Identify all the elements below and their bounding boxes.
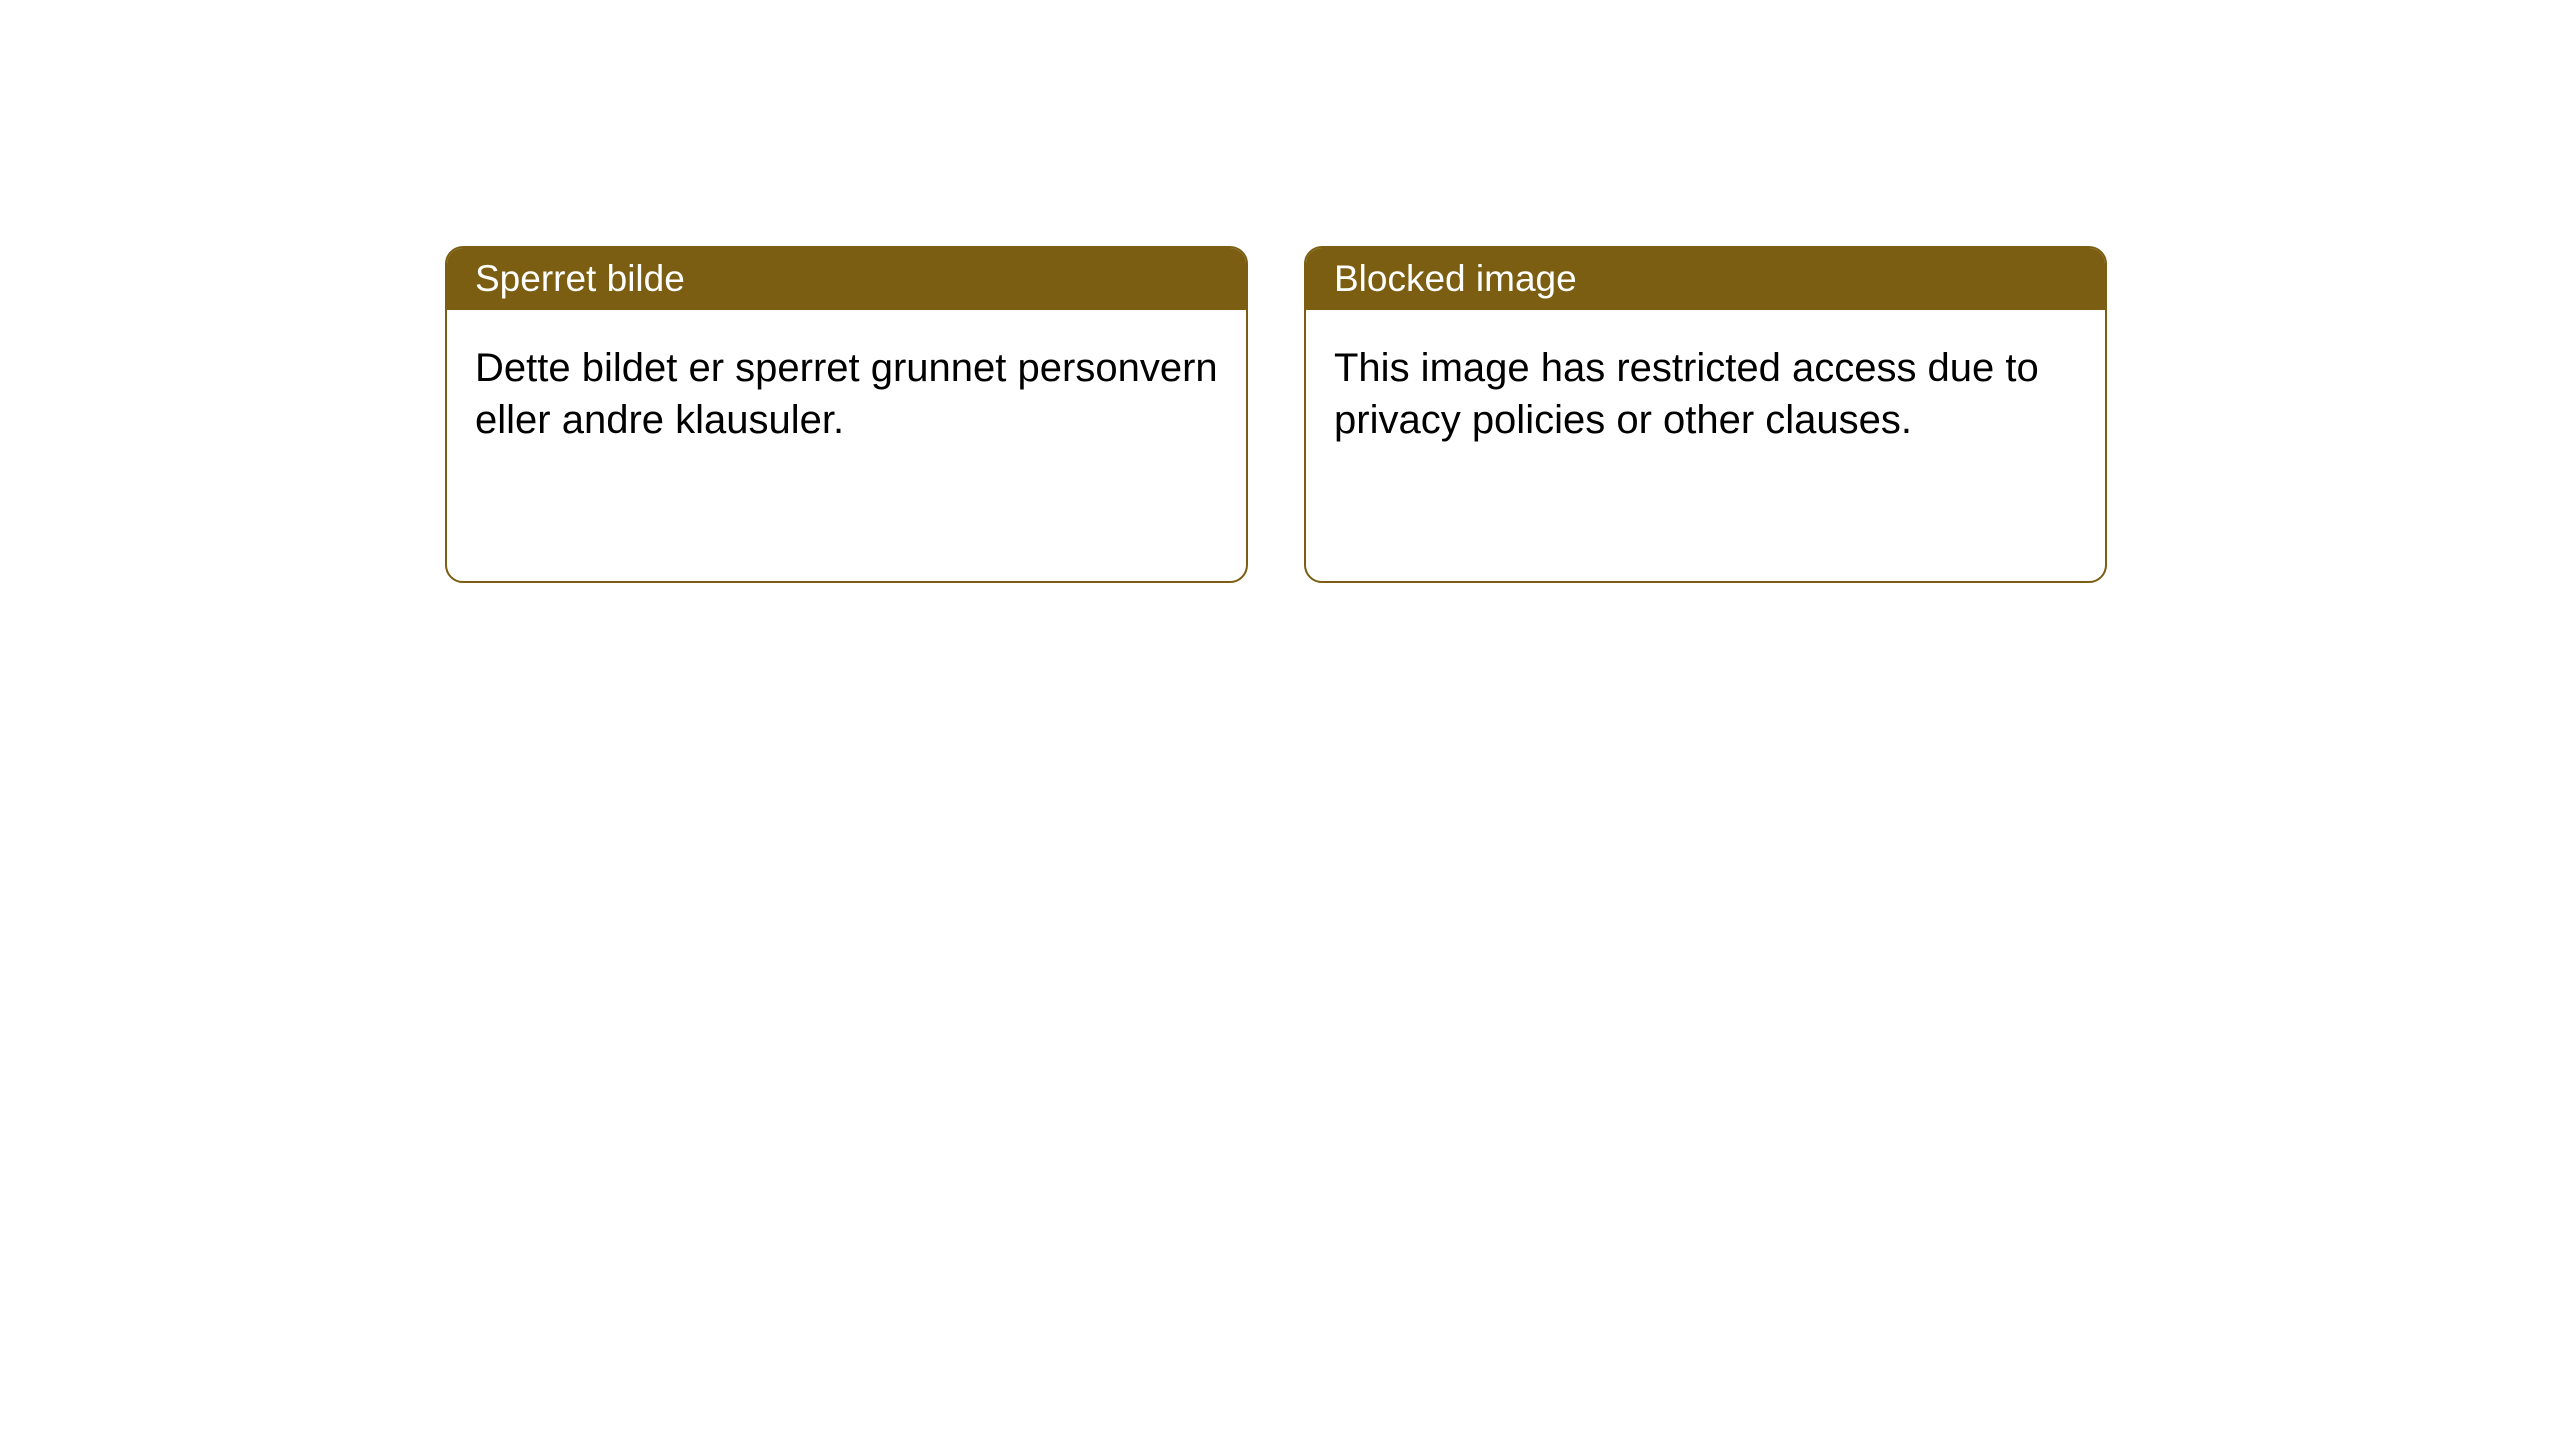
card-header: Sperret bilde xyxy=(447,248,1246,310)
card-title: Blocked image xyxy=(1334,258,1577,299)
card-body-text: This image has restricted access due to … xyxy=(1334,346,2039,442)
card-body: This image has restricted access due to … xyxy=(1306,310,2105,478)
card-title: Sperret bilde xyxy=(475,258,685,299)
card-body: Dette bildet er sperret grunnet personve… xyxy=(447,310,1246,478)
notice-card-english: Blocked image This image has restricted … xyxy=(1304,246,2107,583)
cards-container: Sperret bilde Dette bildet er sperret gr… xyxy=(0,0,2560,583)
card-body-text: Dette bildet er sperret grunnet personve… xyxy=(475,346,1218,442)
card-header: Blocked image xyxy=(1306,248,2105,310)
notice-card-norwegian: Sperret bilde Dette bildet er sperret gr… xyxy=(445,246,1248,583)
